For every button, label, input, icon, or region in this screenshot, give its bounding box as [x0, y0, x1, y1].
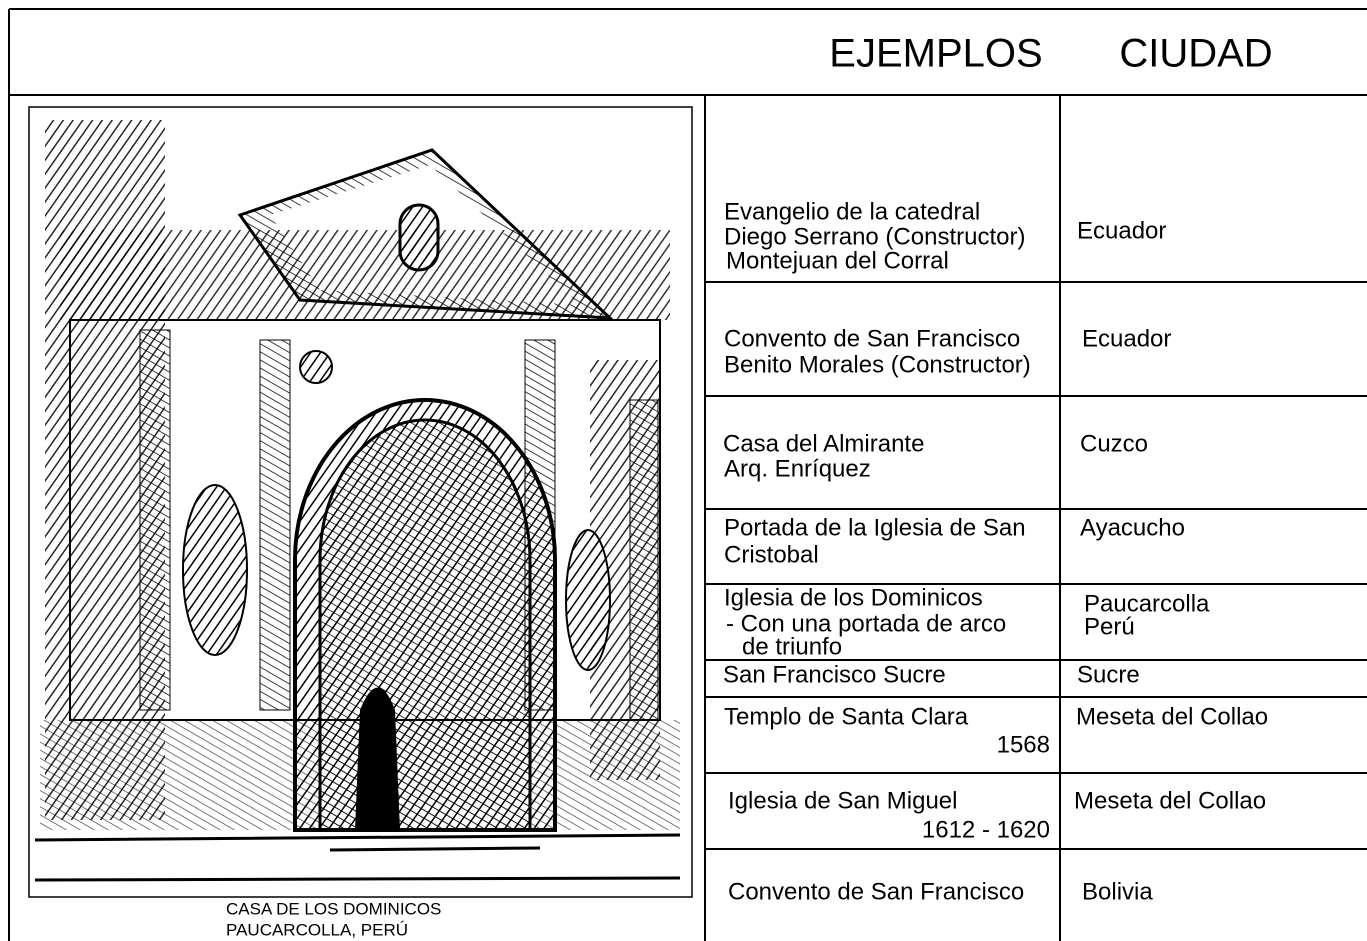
- caption-line: CASA DE LOS DOMINICOS: [226, 899, 441, 918]
- header-ejemplos: EJEMPLOS: [829, 32, 1042, 76]
- ejemplo-line: Evangelio de la catedral: [724, 198, 980, 225]
- caption-line: PAUCARCOLLA, PERÚ: [226, 920, 408, 939]
- ciudad-line: Sucre: [1077, 661, 1140, 688]
- illustration: [28, 106, 693, 898]
- ejemplo-line: Cristobal: [724, 541, 819, 568]
- ejemplo-line: 1568: [997, 731, 1050, 758]
- ciudad-line: Ecuador: [1082, 325, 1171, 352]
- ciudad-line: Paucarcolla: [1084, 590, 1210, 617]
- ciudad-line: Meseta del Collao: [1076, 703, 1268, 730]
- header-ciudad: CIUDAD: [1119, 32, 1272, 76]
- ciudad-line: Bolivia: [1082, 878, 1153, 905]
- ejemplo-line: de triunfo: [742, 633, 842, 660]
- ejemplo-line: Iglesia de los Dominicos: [724, 584, 983, 611]
- ejemplo-line: Iglesia de San Miguel: [728, 787, 957, 814]
- ejemplo-line: Convento de San Francisco: [728, 878, 1024, 905]
- ejemplo-line: Diego Serrano (Constructor): [724, 223, 1025, 250]
- ciudad-line: Perú: [1084, 613, 1135, 640]
- ciudad-line: Ecuador: [1077, 217, 1166, 244]
- ejemplo-line: Arq. Enríquez: [724, 455, 871, 482]
- ejemplo-line: Casa del Almirante: [723, 430, 924, 457]
- ejemplo-line: - Con una portada de arco: [726, 610, 1006, 637]
- ejemplo-line: 1612 - 1620: [922, 816, 1050, 843]
- ejemplo-line: San Francisco Sucre: [723, 661, 946, 688]
- ejemplo-line: Templo de Santa Clara: [724, 703, 969, 730]
- ejemplo-line: Portada de la Iglesia de San: [724, 514, 1026, 541]
- ejemplo-line: Benito Morales (Constructor): [724, 351, 1031, 378]
- ciudad-line: Cuzco: [1080, 430, 1148, 457]
- ciudad-line: Ayacucho: [1080, 514, 1185, 541]
- ejemplo-line: Convento de San Francisco: [724, 325, 1020, 352]
- ejemplo-line: Montejuan del Corral: [726, 247, 949, 274]
- ciudad-line: Meseta del Collao: [1074, 787, 1266, 814]
